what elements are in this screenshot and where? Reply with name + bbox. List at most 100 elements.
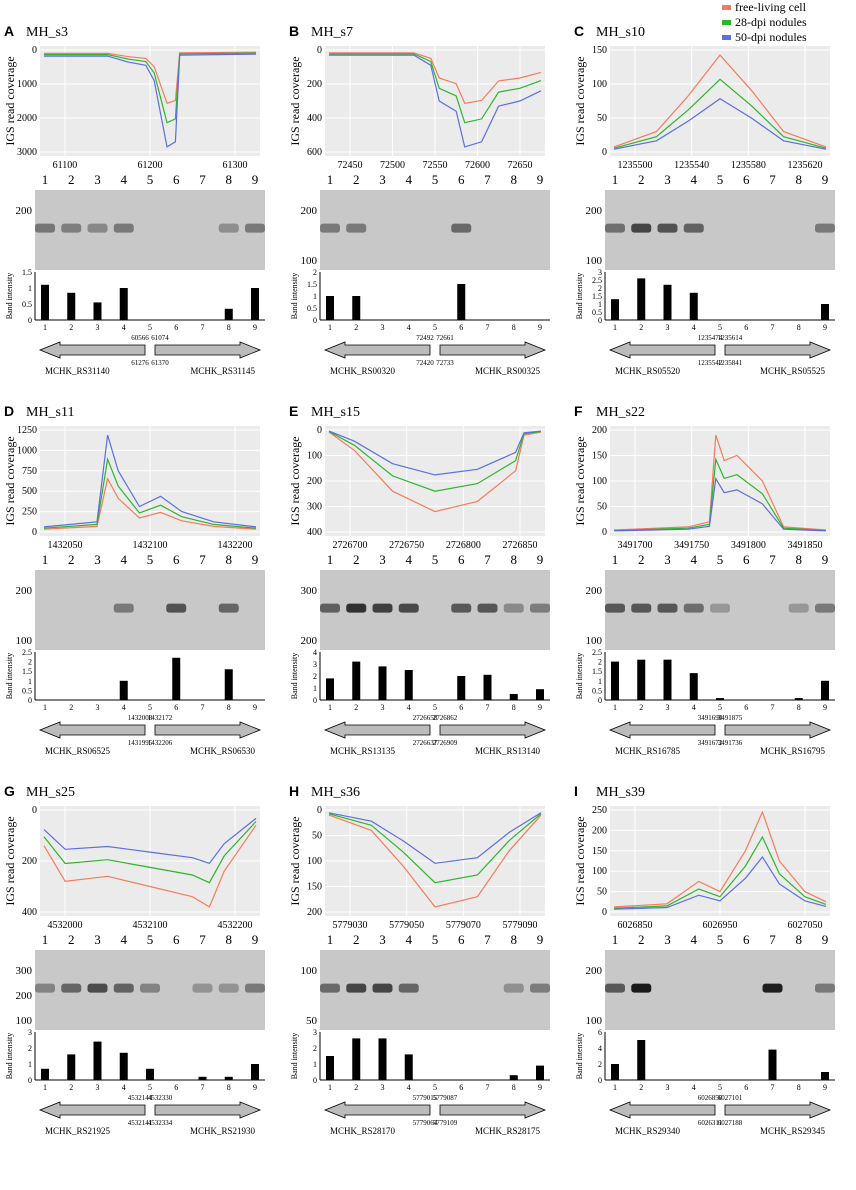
gel-band bbox=[451, 603, 472, 613]
band-intensity-bar bbox=[41, 284, 49, 320]
band-intensity-ytick: 0 bbox=[313, 696, 317, 705]
bar-xtick: 1 bbox=[613, 703, 617, 712]
coverage-series-line bbox=[43, 824, 257, 908]
coverage-xtick: 4532100 bbox=[133, 920, 168, 931]
coverage-ytick: 100 bbox=[307, 856, 322, 867]
lane-number: 3 bbox=[664, 932, 671, 947]
lane-number: 4 bbox=[121, 932, 128, 947]
coord-label: 3491690 bbox=[698, 714, 723, 722]
band-intensity-ytick: 2 bbox=[598, 658, 602, 667]
coverage-ytick: 150 bbox=[307, 882, 322, 893]
gel-marker-label: 200 bbox=[301, 635, 318, 647]
lane-number: 2 bbox=[353, 552, 360, 567]
bar-xtick: 1 bbox=[328, 703, 332, 712]
coverage-xtick: 61200 bbox=[138, 160, 163, 171]
coverage-ylabel: IGS read coverage bbox=[3, 56, 17, 145]
gel-band bbox=[788, 603, 809, 613]
band-intensity-bar bbox=[67, 292, 76, 320]
gel-marker-label: 200 bbox=[586, 965, 603, 977]
bar-xtick: 5 bbox=[433, 1083, 437, 1092]
coverage-ytick: 3000 bbox=[17, 147, 37, 158]
gel-marker-label: 100 bbox=[16, 1015, 33, 1027]
lane-number: 2 bbox=[353, 932, 360, 947]
bar-xtick: 4 bbox=[122, 323, 126, 332]
coord-label: 1235474 bbox=[698, 334, 723, 342]
band-intensity-bar bbox=[663, 659, 672, 700]
band-intensity-bar bbox=[119, 680, 128, 700]
coverage-ytick: 50 bbox=[312, 831, 322, 842]
band-intensity-ytick: 1 bbox=[28, 1060, 32, 1069]
gel-band bbox=[35, 223, 55, 233]
bar-xtick: 9 bbox=[538, 323, 542, 332]
coverage-ytick: 400 bbox=[22, 907, 37, 918]
coverage-xtick: 6026950 bbox=[703, 920, 738, 931]
coverage-plot-area bbox=[610, 46, 830, 156]
lane-number: 8 bbox=[796, 172, 803, 187]
bar-xtick: 4 bbox=[692, 323, 696, 332]
coverage-ytick: 1000 bbox=[17, 79, 37, 90]
gene-label-left: MCHK_RS28170 bbox=[330, 1126, 396, 1136]
coverage-ytick: 400 bbox=[307, 113, 322, 124]
gel-image bbox=[320, 190, 550, 270]
band-intensity-ytick: 0.5 bbox=[22, 300, 32, 309]
coverage-ytick: 200 bbox=[307, 907, 322, 918]
band-intensity-bar bbox=[821, 1072, 829, 1080]
lane-number: 9 bbox=[822, 552, 829, 567]
bar-xtick: 6 bbox=[459, 1083, 463, 1092]
band-intensity-ytick: 1 bbox=[313, 684, 317, 693]
coverage-ylabel: IGS read coverage bbox=[288, 56, 302, 145]
gene-label-right: MCHK_RS21930 bbox=[190, 1126, 256, 1136]
gel-marker-label: 200 bbox=[16, 990, 33, 1002]
coverage-ytick: 1000 bbox=[17, 445, 37, 456]
lane-number: 2 bbox=[638, 932, 645, 947]
gene-arrow-left bbox=[38, 341, 146, 359]
bar-xtick: 6 bbox=[459, 703, 463, 712]
band-intensity-ytick: 1 bbox=[598, 300, 602, 309]
coord-label: 2726658 bbox=[413, 714, 438, 722]
band-intensity-ytick: 0.5 bbox=[307, 304, 317, 313]
band-intensity-bar bbox=[352, 661, 361, 700]
lane-number: 4 bbox=[691, 172, 698, 187]
band-intensity-bar bbox=[404, 670, 413, 700]
gene-arrow-left bbox=[323, 721, 431, 739]
bar-xtick: 2 bbox=[69, 323, 73, 332]
coverage-series-line bbox=[329, 53, 542, 124]
bar-xtick: 2 bbox=[69, 1083, 73, 1092]
band-intensity-bar bbox=[509, 1075, 518, 1080]
bar-xtick: 8 bbox=[512, 323, 516, 332]
coverage-ytick: 200 bbox=[307, 79, 322, 90]
gel-band bbox=[398, 983, 419, 993]
bar-xtick: 8 bbox=[512, 1083, 516, 1092]
panel-letter: I bbox=[574, 783, 578, 799]
band-intensity-ytick: 0.5 bbox=[592, 686, 602, 695]
band-intensity-bar bbox=[689, 292, 698, 320]
bar-xtick: 8 bbox=[797, 1083, 801, 1092]
coord-label: 3491736 bbox=[718, 739, 743, 747]
coverage-series-line bbox=[328, 431, 542, 513]
lane-number: 8 bbox=[511, 932, 518, 947]
band-intensity-bar bbox=[611, 1064, 619, 1080]
bar-xtick: 5 bbox=[148, 1083, 152, 1092]
gel-marker-label: 200 bbox=[16, 585, 33, 597]
lane-number: 7 bbox=[199, 552, 206, 567]
coord-label: 1432172 bbox=[148, 714, 173, 722]
gel-band bbox=[140, 983, 160, 993]
coord-label: 1235841 bbox=[718, 359, 743, 367]
band-intensity-bar bbox=[716, 698, 724, 700]
lane-number: 7 bbox=[769, 172, 776, 187]
bar-xtick: 9 bbox=[253, 1083, 257, 1092]
panel-title: MH_s39 bbox=[596, 785, 645, 800]
band-intensity-ytick: 3 bbox=[28, 1028, 32, 1037]
gel-marker-label: 200 bbox=[586, 585, 603, 597]
coverage-xtick: 72500 bbox=[380, 160, 405, 171]
coverage-ytick: 0 bbox=[32, 805, 37, 816]
lane-number: 3 bbox=[94, 932, 101, 947]
lane-number: 6 bbox=[458, 552, 465, 567]
bar-xtick: 7 bbox=[771, 1083, 775, 1092]
bar-xtick: 3 bbox=[381, 323, 385, 332]
coverage-ytick: 200 bbox=[592, 425, 607, 436]
bar-xtick: 9 bbox=[253, 323, 257, 332]
gel-band bbox=[477, 603, 498, 613]
band-intensity-bar bbox=[41, 1068, 49, 1080]
